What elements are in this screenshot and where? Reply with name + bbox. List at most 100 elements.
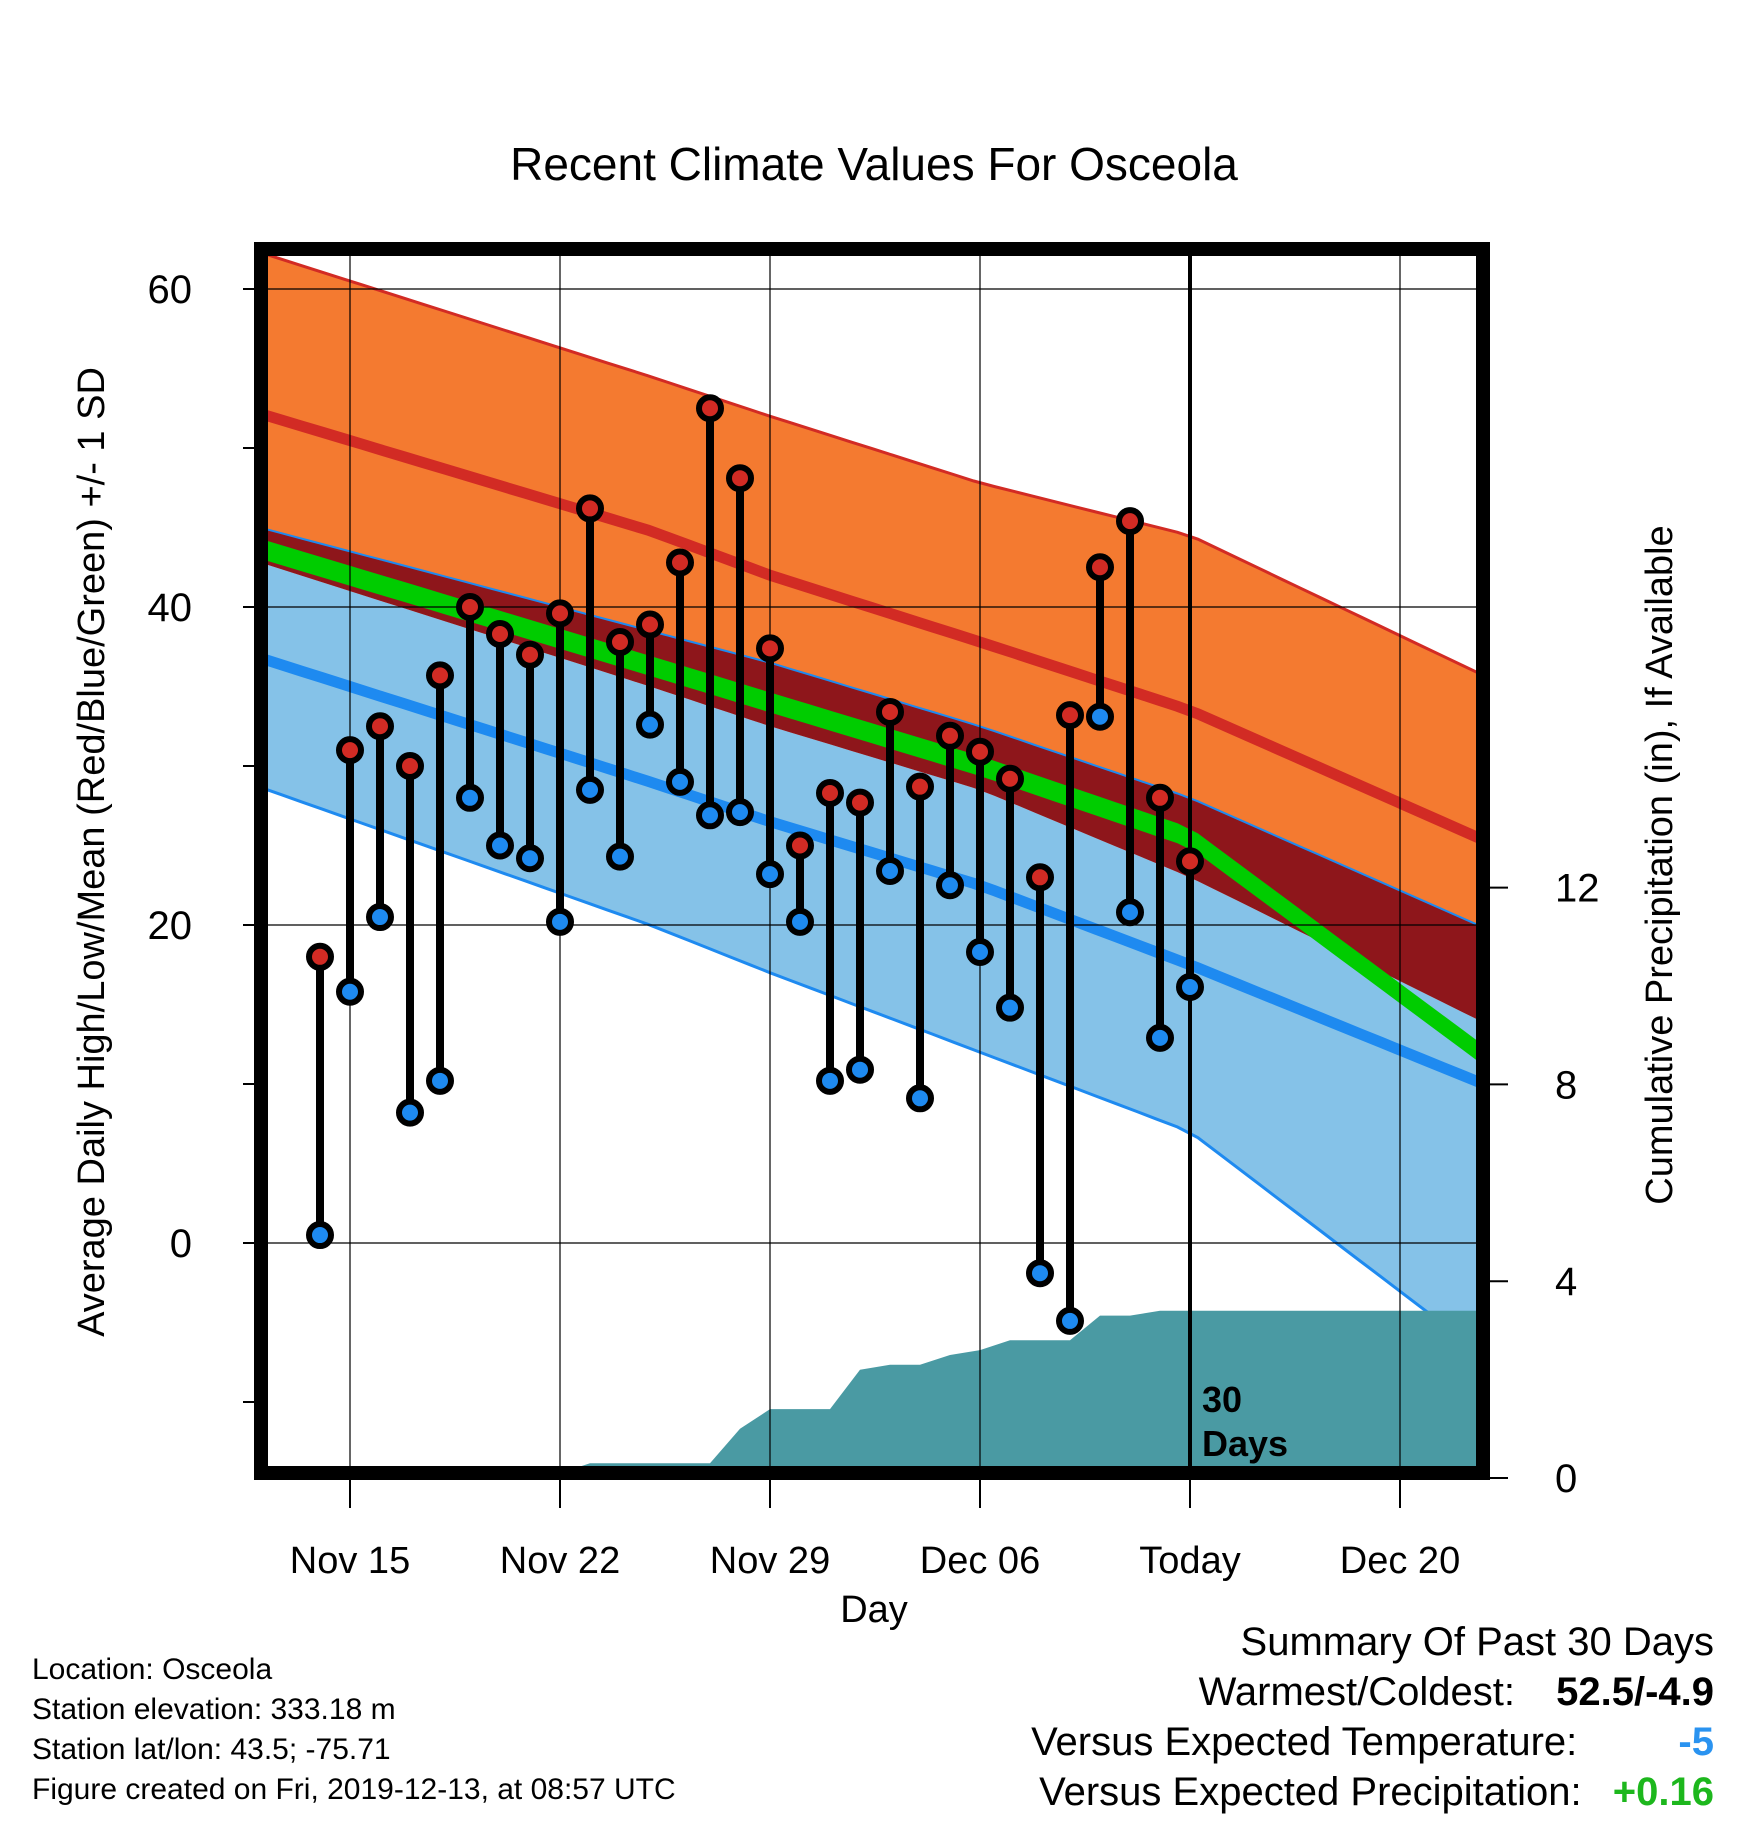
high-point (1056, 701, 1084, 730)
high-point (876, 697, 904, 726)
temp-label: Versus Expected Temperature: (1031, 1720, 1578, 1764)
low-point (696, 801, 724, 830)
warmest-value: 52.5/-4.9 (1556, 1670, 1714, 1714)
location-text: Location: Osceola (32, 1653, 273, 1686)
low-point (576, 775, 604, 804)
high-point (906, 772, 934, 801)
y-tick-label: 40 (148, 586, 193, 630)
summary-title: Summary Of Past 30 Days (1240, 1620, 1714, 1664)
y-tick-label: 60 (148, 268, 193, 312)
x-tick-label: Nov 15 (290, 1540, 410, 1582)
low-point (786, 907, 814, 936)
low-point (906, 1084, 934, 1113)
low-point (336, 977, 364, 1006)
high-point (816, 779, 844, 808)
high-point (696, 394, 724, 423)
low-point (426, 1066, 454, 1095)
low-point (516, 844, 544, 873)
x-axis-label: Day (840, 1589, 908, 1631)
plot-frame (254, 242, 1490, 1480)
overlap-band (261, 527, 1483, 1023)
low-point (396, 1098, 424, 1127)
precip-layer (261, 1310, 1483, 1478)
low-point (1056, 1306, 1084, 1335)
high-point (1026, 863, 1054, 892)
low-point (666, 767, 694, 796)
high-point (756, 634, 784, 663)
low-point (1026, 1259, 1054, 1288)
axes-layer: 0 20 40 60 0 4 8 12 Nov 15 Nov 22 Nov 29 Dec 06 Toda… (148, 242, 1600, 1582)
y2-tick-label: 0 (1555, 1457, 1577, 1501)
low-point (306, 1221, 334, 1250)
low-point (816, 1066, 844, 1095)
high-point (336, 736, 364, 765)
high-point (1146, 783, 1174, 812)
low-point (636, 710, 664, 739)
warmest-label: Warmest/Coldest: (1198, 1670, 1515, 1714)
precip-label: Versus Expected Precipitation: (1039, 1770, 1582, 1814)
precip-area (261, 1310, 1483, 1478)
high-point (1086, 553, 1114, 582)
low-point (756, 860, 784, 889)
x-tick-label: Nov 29 (710, 1540, 830, 1582)
high-point (606, 627, 634, 656)
high-upper-line (260, 251, 1484, 677)
high-point (966, 737, 994, 766)
precip-value: +0.16 (1612, 1770, 1714, 1814)
high-point (636, 610, 664, 639)
low-point (1176, 973, 1204, 1002)
low-point (936, 871, 964, 900)
y2-tick-label: 12 (1555, 867, 1600, 911)
high-point (1176, 847, 1204, 876)
y2-axis-label: Cumulative Precipitation (in), If Availa… (1639, 525, 1681, 1204)
normal-bands-layer (259, 251, 1486, 1356)
high-point (786, 831, 814, 860)
high-point (546, 599, 574, 628)
x-tick-label: Dec 20 (1340, 1540, 1460, 1582)
low-mean-line (259, 652, 1486, 1089)
high-point (846, 788, 874, 817)
high-point (666, 548, 694, 577)
summary-temp: Versus Expected Temperature: -5 (1031, 1720, 1714, 1765)
high-point (576, 494, 604, 523)
low-point (456, 783, 484, 812)
low-point (966, 938, 994, 967)
high-point (456, 593, 484, 621)
low-point (846, 1055, 874, 1084)
high-point (726, 464, 754, 493)
station-info: Location: Osceola Station elevation: 333… (32, 1650, 676, 1810)
created-text: Figure created on Fri, 2019-12-13, at 08… (32, 1773, 676, 1806)
low-point (726, 798, 754, 827)
y2-tick-label: 4 (1555, 1260, 1577, 1304)
high-point (486, 620, 514, 649)
elevation-text: Station elevation: 333.18 m (32, 1693, 396, 1726)
high-point (1116, 507, 1144, 536)
low-point (996, 993, 1024, 1022)
x-tick-label: Dec 06 (920, 1540, 1040, 1582)
latlon-text: Station lat/lon: 43.5; -75.71 (32, 1733, 391, 1766)
low-lower-line (260, 786, 1484, 1356)
x-tick-label: Nov 22 (500, 1540, 620, 1582)
low-point (606, 842, 634, 871)
low-point (1146, 1023, 1174, 1052)
low-point (1116, 898, 1144, 927)
y-tick-label: 0 (170, 1222, 192, 1266)
low-point (546, 907, 574, 936)
mean-normal-band (261, 539, 1483, 1065)
high-point (996, 764, 1024, 793)
high-lower-line (260, 526, 1484, 929)
summary-warmest: Warmest/Coldest: 52.5/-4.9 (1199, 1670, 1714, 1715)
high-point (366, 712, 394, 741)
y-tick-label: 20 (148, 904, 193, 948)
summary-precip: Versus Expected Precipitation: +0.16 (1039, 1770, 1714, 1815)
low-point (486, 831, 514, 860)
x-tick-label: Today (1139, 1540, 1240, 1582)
y-axis-label: Average Daily High/Low/Mean (Red/Blue/Gr… (71, 367, 113, 1337)
high-point (426, 661, 454, 690)
chart-title: Recent Climate Values For Osceola (510, 138, 1238, 190)
high-point (306, 942, 334, 971)
low-point (876, 856, 904, 885)
today-marker-label: 30 Days (1202, 1379, 1288, 1464)
